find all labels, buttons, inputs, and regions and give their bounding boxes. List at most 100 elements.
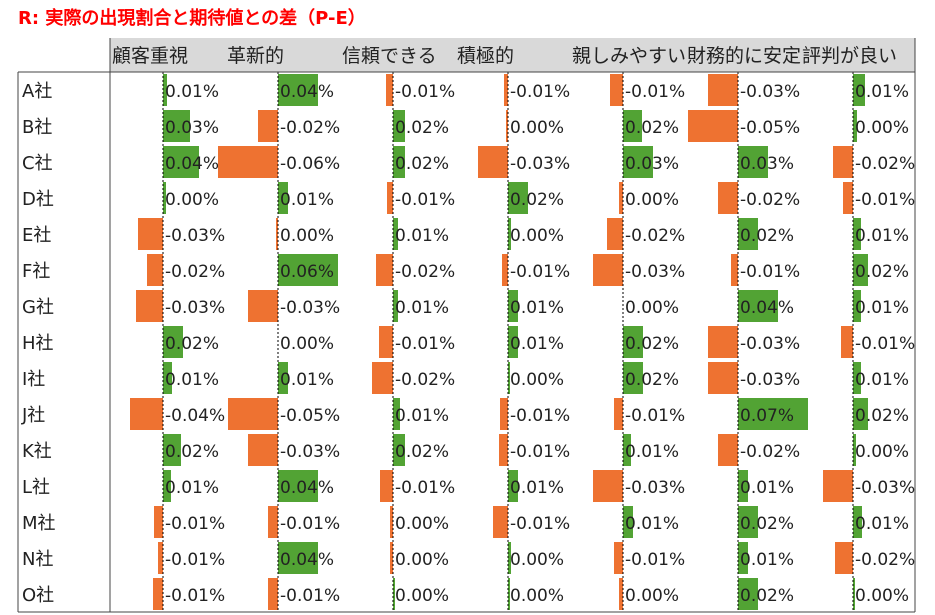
positive-bar xyxy=(508,470,518,502)
negative-bar xyxy=(387,182,393,214)
cell-value: -0.01% xyxy=(395,478,455,498)
cell-value: -0.06% xyxy=(280,154,340,174)
negative-bar xyxy=(379,326,393,358)
negative-bar xyxy=(843,182,853,214)
cell-value: 0.02% xyxy=(510,190,564,210)
cell-value: -0.02% xyxy=(740,442,800,462)
negative-bar xyxy=(506,110,508,142)
negative-bar xyxy=(276,218,278,250)
cell-value: -0.01% xyxy=(395,334,455,354)
positive-bar xyxy=(738,218,758,250)
positive-bar xyxy=(508,362,510,394)
cell-value: 0.02% xyxy=(855,406,909,426)
cell-value: 0.04% xyxy=(280,82,334,102)
cell-value: -0.01% xyxy=(510,82,570,102)
cell-value: 0.02% xyxy=(165,334,219,354)
row-label: G社 xyxy=(22,297,54,318)
cell-value: 0.00% xyxy=(510,586,564,606)
cell-value: 0.01% xyxy=(510,298,564,318)
cell-value: -0.01% xyxy=(510,406,570,426)
negative-bar xyxy=(158,542,163,574)
column-header: 親しみやすい xyxy=(572,45,686,67)
cell-value: 0.01% xyxy=(740,478,794,498)
column-header: 革新的 xyxy=(227,45,284,67)
cell-value: -0.03% xyxy=(625,262,685,282)
row-label: J社 xyxy=(21,405,45,426)
row-label: A社 xyxy=(22,81,52,102)
positive-bar xyxy=(278,470,318,502)
cell-value: 0.03% xyxy=(165,118,219,138)
cell-value: 0.02% xyxy=(165,442,219,462)
cell-value: 0.02% xyxy=(740,514,794,534)
cell-value: 0.01% xyxy=(280,370,334,390)
cell-value: -0.01% xyxy=(625,550,685,570)
cell-value: 0.04% xyxy=(280,478,334,498)
cell-value: 0.00% xyxy=(510,226,564,246)
cell-value: 0.00% xyxy=(280,334,334,354)
positive-bar xyxy=(278,74,318,106)
cell-value: 0.00% xyxy=(395,514,449,534)
cell-value: -0.02% xyxy=(625,226,685,246)
cell-value: -0.05% xyxy=(280,406,340,426)
negative-bar xyxy=(248,290,278,322)
negative-bar xyxy=(731,254,738,286)
cell-value: -0.01% xyxy=(280,514,340,534)
positive-bar xyxy=(738,470,748,502)
positive-bar xyxy=(278,182,288,214)
cell-value: -0.05% xyxy=(740,118,800,138)
negative-bar xyxy=(147,254,163,286)
positive-bar xyxy=(623,110,642,142)
positive-bar xyxy=(163,362,172,394)
positive-bar xyxy=(623,434,631,466)
cell-value: 0.04% xyxy=(280,550,334,570)
cell-value: 0.03% xyxy=(740,154,794,174)
cell-value: -0.02% xyxy=(855,550,915,570)
cell-value: 0.00% xyxy=(855,442,909,462)
header-background xyxy=(110,38,915,72)
negative-bar xyxy=(708,74,738,106)
positive-bar xyxy=(623,146,653,178)
positive-bar xyxy=(393,434,405,466)
negative-bar xyxy=(823,470,853,502)
cell-value: 0.02% xyxy=(625,370,679,390)
cell-value: -0.01% xyxy=(165,514,225,534)
negative-bar xyxy=(130,398,163,430)
cell-value: 0.01% xyxy=(395,226,449,246)
negative-bar xyxy=(607,218,623,250)
positive-bar xyxy=(163,326,183,358)
positive-bar xyxy=(623,326,643,358)
row-label: M社 xyxy=(22,513,56,534)
negative-bar xyxy=(708,362,738,394)
cell-value: 0.01% xyxy=(740,550,794,570)
cell-value: 0.01% xyxy=(165,478,219,498)
positive-bar xyxy=(393,290,398,322)
negative-bar xyxy=(138,218,163,250)
positive-bar xyxy=(738,506,758,538)
negative-bar xyxy=(136,290,163,322)
cell-value: 0.01% xyxy=(625,442,679,462)
negative-bar xyxy=(614,398,623,430)
negative-bar xyxy=(268,578,278,610)
negative-bar xyxy=(493,506,508,538)
positive-bar xyxy=(163,182,166,214)
positive-bar xyxy=(508,182,528,214)
cell-value: 0.00% xyxy=(855,118,909,138)
positive-bar xyxy=(623,362,643,394)
row-label: K社 xyxy=(22,441,52,462)
cell-value: 0.04% xyxy=(740,298,794,318)
cell-value: -0.03% xyxy=(625,478,685,498)
cell-value: 0.00% xyxy=(510,550,564,570)
cell-value: -0.01% xyxy=(510,514,570,534)
positive-bar xyxy=(853,290,861,322)
negative-bar xyxy=(610,74,623,106)
cell-value: -0.01% xyxy=(855,334,915,354)
cell-value: 0.01% xyxy=(165,370,219,390)
cell-value: 0.00% xyxy=(510,118,564,138)
positive-bar xyxy=(163,110,190,142)
negative-bar xyxy=(833,146,853,178)
cell-value: -0.03% xyxy=(280,298,340,318)
cell-value: 0.01% xyxy=(280,190,334,210)
negative-bar xyxy=(268,506,278,538)
row-label: H社 xyxy=(22,333,54,354)
cell-value: 0.01% xyxy=(855,514,909,534)
